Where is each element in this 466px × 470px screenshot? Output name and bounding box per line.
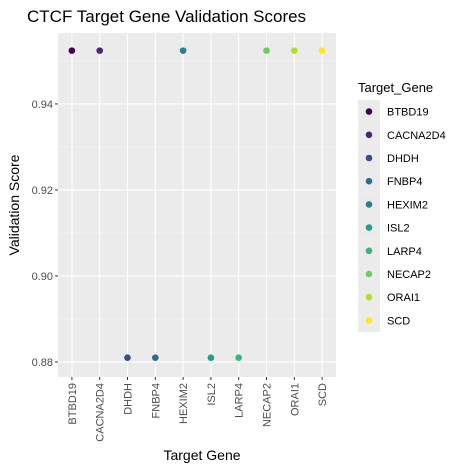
x-tick-label: FNBP4 <box>150 383 162 418</box>
legend-swatch <box>365 317 373 324</box>
x-tick-label: HEXIM2 <box>178 383 190 424</box>
data-point-dhdh <box>124 354 131 361</box>
y-axis-title: Validation Score <box>6 154 22 255</box>
legend-items: BTBD19 CACNA2D4 DHDH FNBP4 HEXIM2 ISL2 LARP4 NE… <box>358 100 446 332</box>
x-tick-label: SCD <box>317 383 329 406</box>
legend-title: Target_Gene <box>358 80 433 95</box>
legend-label: HEXIM2 <box>387 199 428 211</box>
x-axis: BTBD19 CACNA2D4 DHDH FNBP4 HEXIM2 ISL2 LARP4 NE… <box>67 377 329 442</box>
legend-label: ORAI1 <box>387 292 420 304</box>
legend-swatch <box>365 108 373 115</box>
data-point-scd <box>318 47 326 54</box>
legend-swatch <box>365 177 373 185</box>
legend-label: CACNA2D4 <box>387 130 446 142</box>
data-point-larp4 <box>235 354 242 361</box>
legend: Target_Gene BTBD19 CACNA2D4 DHDH FNBP4 HEXIM… <box>358 80 446 332</box>
legend-label: LARP4 <box>387 246 422 258</box>
legend-label: FNBP4 <box>387 176 422 188</box>
legend-label: SCD <box>387 315 410 327</box>
chart-title: CTCF Target Gene Validation Scores <box>27 7 306 26</box>
y-tick-label: 0.90 <box>32 271 53 283</box>
legend-label: NECAP2 <box>387 269 431 281</box>
data-point-necap2 <box>263 47 270 54</box>
x-tick-label: ORAI1 <box>289 383 301 416</box>
legend-label: BTBD19 <box>387 107 429 119</box>
y-tick-label: 0.94 <box>32 99 53 111</box>
data-point-fnbp4 <box>152 354 159 361</box>
minor-gridlines <box>58 60 336 320</box>
data-point-cacna2d4 <box>96 47 103 54</box>
x-tick-label: BTBD19 <box>67 383 79 425</box>
plot-panel <box>58 33 336 377</box>
data-point-btbd19 <box>68 47 76 54</box>
legend-swatch <box>365 154 373 162</box>
legend-swatch <box>365 201 373 208</box>
x-axis-title: Target Gene <box>163 447 240 463</box>
data-point-hexim2 <box>179 47 187 54</box>
legend-label: DHDH <box>387 153 419 165</box>
legend-swatch <box>365 270 373 278</box>
major-gridlines <box>58 33 336 377</box>
x-tick-label: NECAP2 <box>262 383 274 427</box>
data-point-isl2 <box>207 354 215 361</box>
x-tick-label: LARP4 <box>234 383 246 418</box>
y-tick-label: 0.88 <box>32 357 53 369</box>
legend-label: ISL2 <box>387 223 410 235</box>
y-tick-label: 0.92 <box>32 185 53 197</box>
data-points <box>68 47 326 361</box>
legend-swatch <box>365 224 373 231</box>
legend-swatch <box>365 247 373 255</box>
legend-swatch <box>365 293 373 301</box>
x-tick-label: DHDH <box>123 383 135 415</box>
legend-swatch <box>365 131 373 139</box>
data-point-orai1 <box>291 47 298 54</box>
x-tick-label: ISL2 <box>206 383 218 406</box>
x-tick-label: CACNA2D4 <box>95 383 107 442</box>
y-axis: 0.88 0.90 0.92 0.94 <box>32 99 58 369</box>
